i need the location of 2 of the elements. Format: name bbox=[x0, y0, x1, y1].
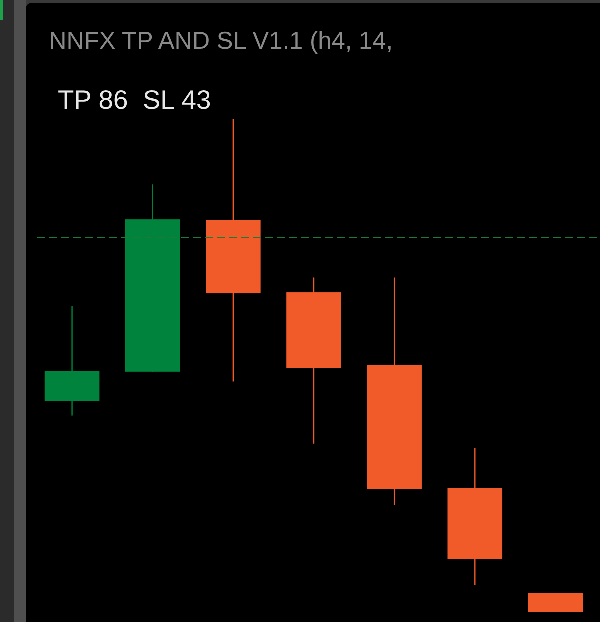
chart-title: NNFX TP AND SL V1.1 (h4, 14, bbox=[49, 28, 394, 55]
text: TP 86 SL 43 bbox=[58, 85, 212, 115]
